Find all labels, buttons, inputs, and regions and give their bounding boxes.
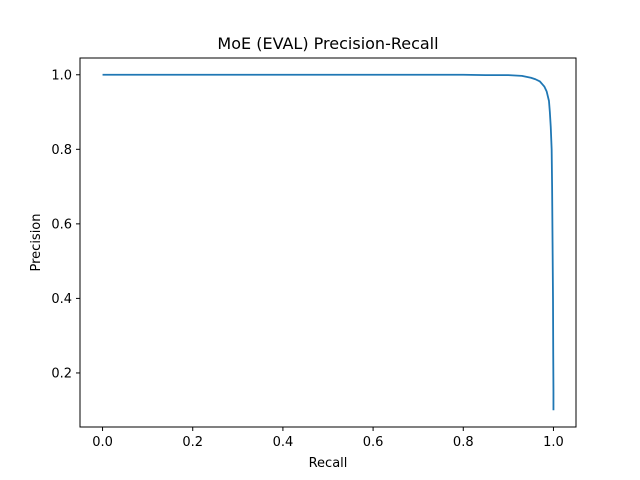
x-tick-label: 0.2 bbox=[182, 435, 203, 450]
x-tick-label: 0.8 bbox=[453, 435, 474, 450]
plot-frame bbox=[79, 57, 577, 428]
y-tick-label: 0.2 bbox=[51, 366, 72, 381]
x-tick-label: 0.4 bbox=[273, 435, 294, 450]
y-tick-label: 0.6 bbox=[51, 217, 72, 232]
plot-area bbox=[79, 57, 577, 428]
y-axis-label: Precision bbox=[29, 213, 44, 271]
x-axis-label: Recall bbox=[309, 456, 348, 471]
series-layer bbox=[102, 73, 555, 411]
x-tick-label: 0.0 bbox=[92, 435, 113, 450]
y-axis-ticks: 0.2 0.4 0.6 0.8 1.0 bbox=[51, 68, 80, 381]
x-tick-label: 0.6 bbox=[363, 435, 384, 450]
pr-curve-line bbox=[102, 73, 555, 411]
x-axis-ticks: 0.0 0.2 0.4 0.6 0.8 1.0 bbox=[92, 427, 564, 450]
x-tick-label: 1.0 bbox=[543, 435, 564, 450]
y-tick-label: 0.8 bbox=[51, 143, 72, 158]
chart-title: MoE (EVAL) Precision-Recall bbox=[217, 34, 438, 53]
y-tick-label: 0.4 bbox=[51, 292, 72, 307]
y-tick-label: 1.0 bbox=[51, 68, 72, 83]
